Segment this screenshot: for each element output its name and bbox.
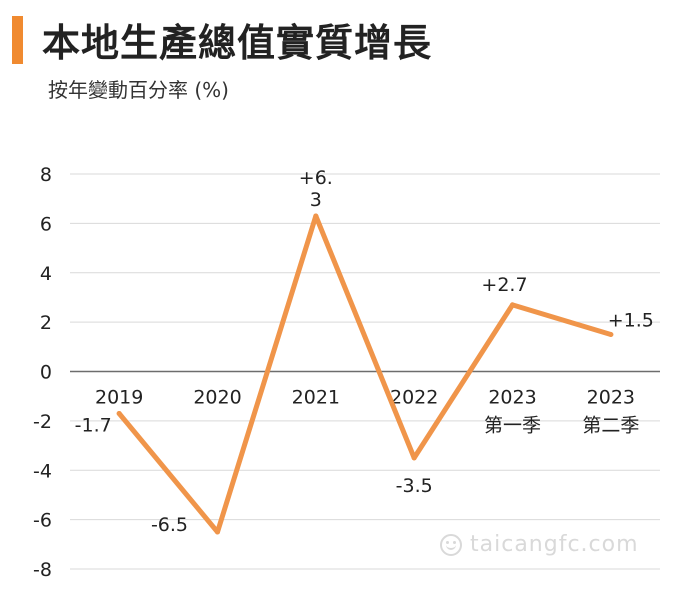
data-label: +2.7 [481, 274, 527, 296]
data-point [411, 455, 417, 461]
watermark-text: taicangfc.com [470, 532, 639, 557]
chart-subtitle: 按年變動百分率 (%) [48, 78, 229, 102]
y-tick-label: 0 [40, 362, 52, 384]
y-axis-ticks: 8 6 4 2 0 -2 -4 -6 -8 [33, 164, 52, 581]
y-tick-label: -4 [33, 460, 52, 482]
data-point [313, 213, 319, 219]
x-category-label: 2023 [587, 387, 635, 409]
data-point [510, 302, 515, 308]
x-category-label: 2021 [292, 387, 340, 409]
smiley-face-icon [440, 533, 462, 556]
x-category-label: 第一季 [484, 415, 541, 437]
data-labels: -1.7 -6.5 +6.3 -3.5 +2.7 +1.5 [75, 167, 654, 536]
series-line [116, 213, 614, 535]
data-label: +1.5 [608, 309, 654, 331]
y-tick-label: 4 [40, 263, 52, 285]
data-point [215, 529, 220, 535]
data-point [608, 331, 614, 337]
x-axis-categories: 2019 2020 2021 2022 2023 第一季 2023 第二季 [95, 387, 639, 437]
x-category-label: 2023 [488, 387, 536, 409]
x-category-label: 2022 [390, 387, 438, 409]
y-tick-label: 8 [40, 164, 52, 186]
watermark: taicangfc.com [440, 532, 639, 557]
data-label: -6.5 [151, 514, 188, 536]
x-category-label: 2020 [193, 387, 241, 409]
data-label: 3 [310, 189, 322, 211]
y-tick-label: -2 [33, 411, 52, 433]
data-label: +6. [299, 167, 333, 189]
series-line-layer [116, 213, 614, 535]
data-point [116, 410, 122, 416]
x-category-label: 2019 [95, 387, 143, 409]
y-tick-label: -8 [33, 559, 52, 581]
y-tick-label: 2 [40, 312, 52, 334]
title-accent-bar [12, 16, 23, 64]
grid-lines [70, 173, 660, 570]
y-tick-label: -6 [33, 510, 52, 532]
chart-title: 本地生產總值實質增長 [42, 21, 433, 65]
y-tick-label: 6 [40, 213, 52, 235]
x-category-label: 第二季 [582, 415, 639, 437]
data-label: -1.7 [75, 414, 112, 436]
data-label: -3.5 [396, 475, 433, 497]
